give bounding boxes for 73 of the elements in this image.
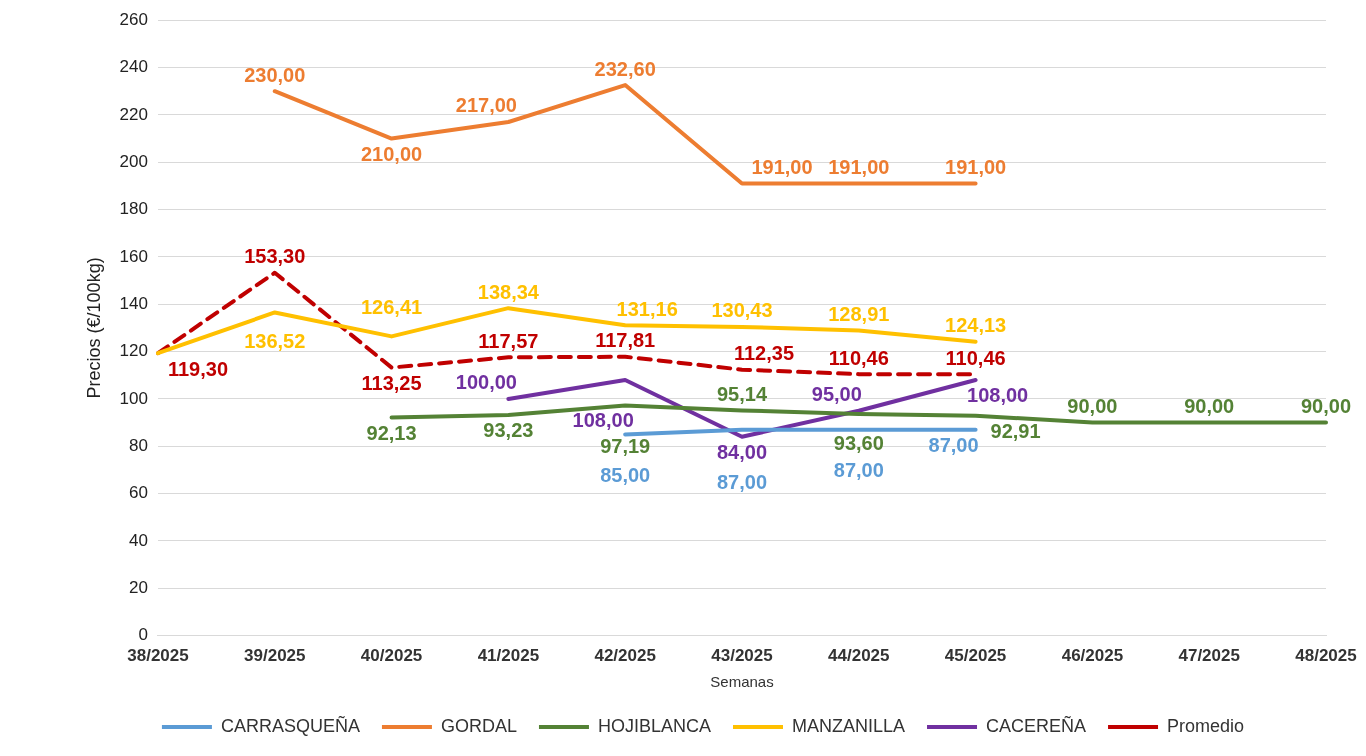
y-tick-label: 80 [129, 435, 148, 455]
data-label: 84,00 [716, 441, 768, 464]
x-tick-label: 38/2025 [127, 646, 189, 666]
legend-label: HOJIBLANCA [597, 715, 711, 736]
y-tick-label: 100 [119, 388, 148, 408]
data-label: 153,30 [244, 245, 306, 268]
data-label: 108,00 [572, 409, 634, 432]
data-label: 85,00 [600, 463, 651, 486]
data-label: 131,16 [616, 297, 678, 320]
legend-label: GORDAL [440, 715, 517, 736]
x-tick-label: 41/2025 [477, 646, 540, 666]
x-tick-label: 45/2025 [944, 646, 1007, 666]
y-tick-label: 20 [129, 577, 148, 597]
data-label: 217,00 [455, 94, 517, 117]
legend-label: MANZANILLA [791, 715, 906, 736]
data-label: 93,23 [483, 419, 534, 442]
data-label: 87,00 [716, 471, 768, 494]
data-label: 128,91 [828, 303, 890, 325]
data-label: 93,60 [833, 431, 884, 454]
data-label: 191,00 [828, 156, 890, 179]
legend-label: CACEREÑA [986, 714, 1087, 736]
y-tick-label: 140 [119, 293, 148, 313]
y-tick-label: 60 [129, 483, 148, 503]
data-label: 119,30 [167, 357, 228, 380]
legend-label: Promedio [1167, 715, 1245, 736]
data-label: 110,46 [945, 346, 1006, 369]
y-tick-label: 120 [119, 341, 148, 361]
data-label: 210,00 [360, 143, 423, 166]
data-label: 117,57 [478, 329, 539, 352]
y-tick-label: 260 [119, 9, 148, 29]
y-tick-label: 0 [138, 625, 148, 645]
data-label: 191,00 [945, 156, 1007, 179]
data-label: 232,60 [594, 57, 656, 80]
x-tick-label: 39/2025 [244, 646, 306, 666]
x-tick-label: 44/2025 [828, 646, 890, 666]
data-label: 95,14 [716, 382, 768, 405]
data-label: 90,00 [1300, 395, 1352, 418]
y-tick-label: 40 [129, 530, 148, 550]
data-label: 110,46 [828, 346, 889, 369]
x-tick-label: 43/2025 [711, 646, 773, 666]
data-label: 90,00 [1184, 395, 1235, 418]
data-label: 87,00 [928, 434, 979, 457]
data-label: 191,00 [751, 156, 813, 179]
data-label: 108,00 [967, 384, 1029, 407]
x-tick-label: 46/2025 [1061, 646, 1124, 666]
data-label: 97,19 [600, 435, 651, 458]
data-label: 92,13 [366, 422, 417, 445]
data-label: 95,00 [811, 383, 862, 406]
x-tick-label: 48/2025 [1295, 646, 1357, 666]
data-label: 126,41 [360, 295, 423, 318]
y-tick-label: 180 [119, 199, 148, 219]
x-tick-label: 42/2025 [594, 646, 656, 666]
y-tick-label: 200 [119, 151, 148, 171]
y-tick-label: 160 [119, 246, 148, 266]
x-tick-label: 47/2025 [1178, 646, 1240, 666]
data-label: 130,43 [711, 299, 773, 322]
x-axis-title: Semanas [710, 673, 774, 691]
y-axis-title: Precios (€/100kg) [83, 257, 104, 399]
data-label: 90,00 [1067, 395, 1118, 418]
data-label: 100,00 [455, 371, 517, 394]
data-label: 124,13 [945, 314, 1007, 337]
data-label: 117,81 [595, 329, 656, 352]
legend-label: CARRASQUEÑA [220, 714, 360, 736]
y-tick-label: 240 [119, 57, 148, 77]
y-tick-label: 220 [119, 104, 148, 124]
data-label: 112,35 [733, 342, 795, 365]
data-label: 87,00 [833, 459, 884, 482]
data-label: 230,00 [244, 63, 306, 86]
data-label: 113,25 [361, 372, 422, 395]
data-label: 92,91 [990, 420, 1041, 443]
data-label: 136,52 [244, 329, 306, 352]
data-label: 138,34 [477, 280, 540, 303]
x-tick-label: 40/2025 [360, 646, 423, 666]
